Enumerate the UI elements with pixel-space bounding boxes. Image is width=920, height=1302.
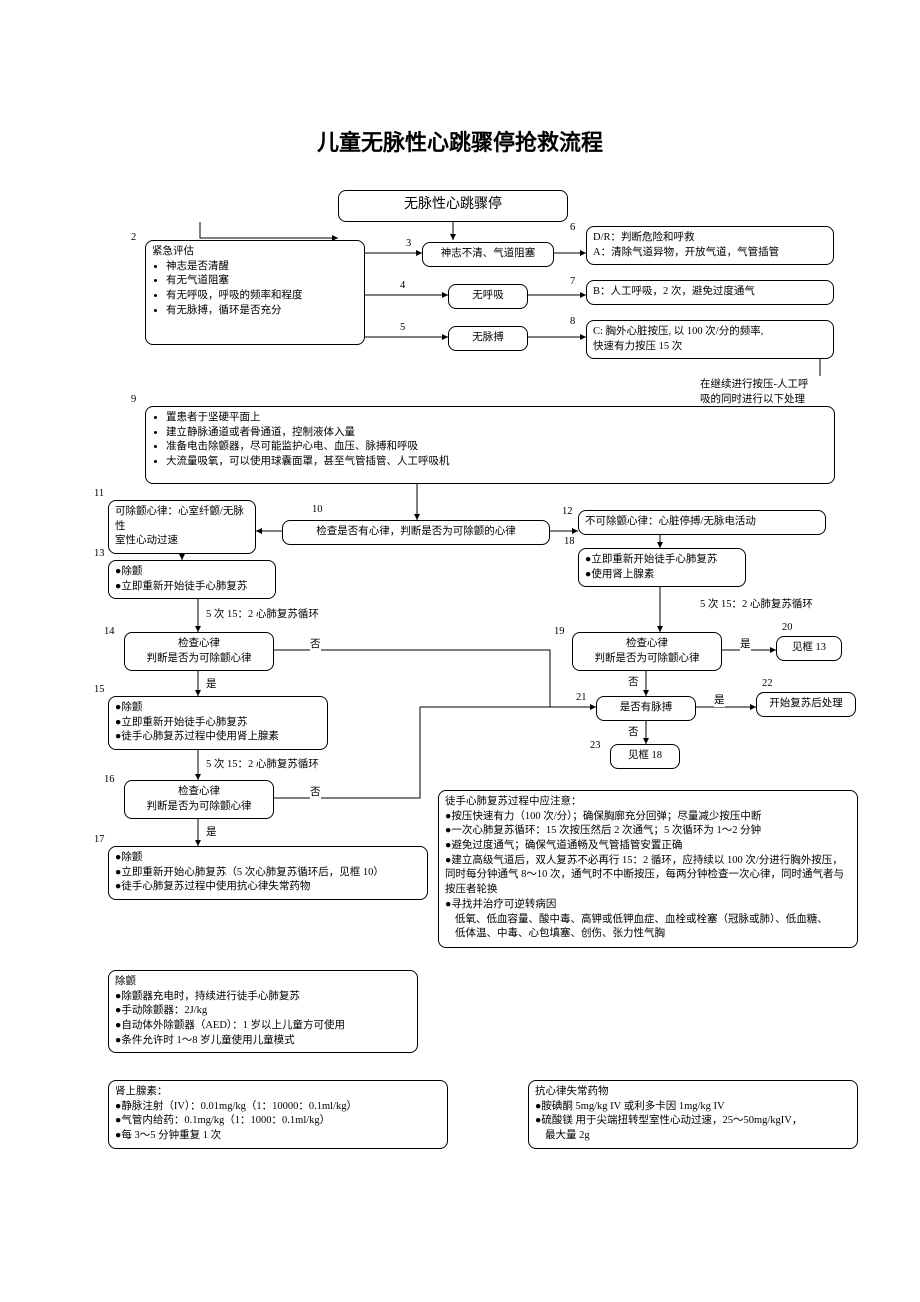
num-3: 3: [406, 238, 411, 249]
node-7: B：人工呼吸，2 次，避免过度通气: [586, 280, 834, 305]
num-9: 9: [131, 394, 136, 405]
num-17: 17: [94, 834, 105, 845]
label-19-yes: 是: [740, 636, 751, 651]
node-9-bullets: 置患者于坚硬平面上建立静脉通道或者骨通道，控制液体入量准备电击除颤器，尽可能监护…: [152, 411, 828, 470]
node-start: 无脉性心跳骤停: [338, 190, 568, 222]
node-2-bullets: 神志是否清醒有无气道阻塞有无呼吸，呼吸的频率和程度有无脉搏，循环是否充分: [152, 260, 358, 319]
node-20: 见框 13: [776, 636, 842, 661]
node-5: 无脉搏: [448, 326, 528, 351]
node-15: ●除颤●立即重新开始徒手心肺复苏●徒手心肺复苏过程中使用肾上腺素: [108, 696, 328, 750]
num-13: 13: [94, 548, 105, 559]
label-14-yes: 是: [206, 676, 217, 691]
num-14: 14: [104, 626, 115, 637]
num-22: 22: [762, 678, 773, 689]
num-4: 4: [400, 280, 405, 291]
node-8: C: 胸外心脏按压, 以 100 次/分的频率,快速有力按压 15 次: [586, 320, 834, 359]
num-5: 5: [400, 322, 405, 333]
node-3: 神志不清、气道阻塞: [422, 242, 554, 267]
node-19: 检查心律判断是否为可除颤心律: [572, 632, 722, 671]
node-22: 开始复苏后处理: [756, 692, 856, 717]
node-13: ●除颤●立即重新开始徒手心肺复苏: [108, 560, 276, 599]
num-7: 7: [570, 276, 575, 287]
num-19: 19: [554, 626, 565, 637]
num-18: 18: [564, 536, 575, 547]
antiarrhythmic-box: 抗心律失常药物●胺碘酮 5mg/kg IV 或利多卡因 1mg/kg IV●硫酸…: [528, 1080, 858, 1149]
label-16-no: 否: [310, 784, 321, 799]
label-21-yes: 是: [714, 692, 725, 707]
num-21: 21: [576, 692, 587, 703]
node-2-assess: 紧急评估 神志是否清醒有无气道阻塞有无呼吸，呼吸的频率和程度有无脉搏，循环是否充…: [145, 240, 365, 345]
num-12: 12: [562, 506, 573, 517]
node-16: 检查心律判断是否为可除颤心律: [124, 780, 274, 819]
node-14: 检查心律判断是否为可除颤心律: [124, 632, 274, 671]
node-9: 置患者于坚硬平面上建立静脉通道或者骨通道，控制液体入量准备电击除颤器，尽可能监护…: [145, 406, 835, 484]
node-18: ●立即重新开始徒手心肺复苏●使用肾上腺素: [578, 548, 746, 587]
num-10: 10: [312, 504, 323, 515]
num-20: 20: [782, 622, 793, 633]
node-17: ●除颤●立即重新开始心肺复苏（5 次心肺复苏循环后，见框 10）●徒手心肺复苏过…: [108, 846, 428, 900]
num-15: 15: [94, 684, 105, 695]
cpr-notes: 徒手心肺复苏过程中应注意：●按压快速有力（100 次/分）；确保胸廓充分回弹；尽…: [438, 790, 858, 948]
node-6: D/R：判断危险和呼救A：清除气道异物，开放气道，气管插管: [586, 226, 834, 265]
node-12: 不可除颤心律：心脏停搏/无脉电活动: [578, 510, 826, 535]
label-19-no: 否: [628, 674, 639, 689]
label-13-14: 5 次 15：2 心肺复苏循环: [206, 606, 319, 621]
num-8: 8: [570, 316, 575, 327]
epinephrine-box: 肾上腺素：●静脉注射（IV）：0.01mg/kg（1：10000：0.1ml/k…: [108, 1080, 448, 1149]
label-continue: 在继续进行按压-人工呼吸的同时进行以下处理: [700, 376, 870, 406]
num-23: 23: [590, 740, 601, 751]
num-11: 11: [94, 488, 104, 499]
node-11: 可除颤心律：心室纤颤/无脉性室性心动过速: [108, 500, 256, 554]
node-23: 见框 18: [610, 744, 680, 769]
label-16-yes: 是: [206, 824, 217, 839]
node-4: 无呼吸: [448, 284, 528, 309]
label-18-19: 5 次 15：2 心肺复苏循环: [700, 596, 813, 611]
node-2-title: 紧急评估: [152, 245, 358, 260]
page-title: 儿童无脉性心跳骤停抢救流程: [0, 125, 920, 157]
label-15-16: 5 次 15：2 心肺复苏循环: [206, 756, 319, 771]
defib-box: 除颤●除颤器充电时，持续进行徒手心肺复苏●手动除颤器：2J/kg●自动体外除颤器…: [108, 970, 418, 1053]
node-21: 是否有脉搏: [596, 696, 696, 721]
num-16: 16: [104, 774, 115, 785]
label-21-no: 否: [628, 724, 639, 739]
num-6: 6: [570, 222, 575, 233]
label-14-no: 否: [310, 636, 321, 651]
num-2: 2: [131, 232, 136, 243]
node-start-text: 无脉性心跳骤停: [404, 197, 502, 212]
node-10: 检查是否有心律，判断是否为可除颤的心律: [282, 520, 550, 545]
